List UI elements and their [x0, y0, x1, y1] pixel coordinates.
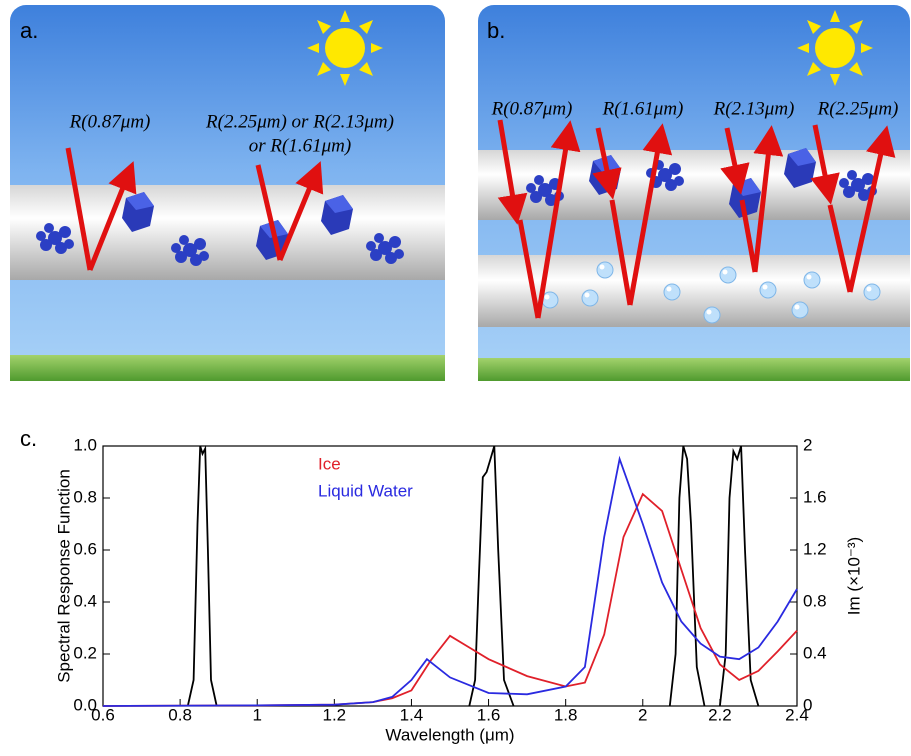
- y-axis-label: Spectral Response Function: [54, 469, 73, 683]
- x-tick-label: 0.8: [168, 705, 192, 724]
- x-tick-label: 2.2: [708, 705, 732, 724]
- legend-entry: Liquid Water: [318, 481, 413, 500]
- y-tick-label: 0.2: [73, 643, 97, 662]
- y2-tick-label: 2: [803, 435, 812, 454]
- series-line: [188, 446, 759, 706]
- y-tick-label: 0.6: [73, 539, 97, 558]
- annotation: R(2.13μm): [713, 98, 795, 119]
- y-tick-label: 0.0: [73, 695, 97, 714]
- y-tick-label: 1.0: [73, 435, 97, 454]
- x-tick-label: 1.6: [477, 705, 501, 724]
- panel-label: c.: [20, 426, 37, 451]
- annotation: R(2.25μm) or R(2.13μm): [205, 111, 394, 132]
- panel-b: b. R(0.87μm) R(1.61μm) R(2.13μm) R(2.25μ…: [478, 5, 910, 381]
- annotation: R(2.25μm): [817, 98, 899, 119]
- x-tick-label: 1: [252, 705, 261, 724]
- panel-label: b.: [487, 18, 505, 43]
- page: a. R(0.87μm) R(2.25μm) or R(2.13μm) or R…: [0, 0, 911, 756]
- y2-axis-label: Im (×10⁻³): [844, 537, 863, 615]
- x-tick-label: 1.2: [323, 705, 347, 724]
- x-axis-label: Wavelength (μm): [385, 725, 514, 744]
- annotation: R(0.87μm): [69, 111, 151, 132]
- y2-tick-label: 0: [803, 695, 812, 714]
- y-tick-label: 0.8: [73, 487, 97, 506]
- y2-tick-label: 0.8: [803, 591, 827, 610]
- legend-entry: Ice: [318, 454, 341, 473]
- x-tick-label: 1.4: [400, 705, 424, 724]
- panel-a: a. R(0.87μm) R(2.25μm) or R(2.13μm) or R…: [10, 5, 445, 381]
- annotation: R(0.87μm): [491, 98, 573, 119]
- y-tick-label: 0.4: [73, 591, 97, 610]
- y2-tick-label: 1.2: [803, 539, 827, 558]
- annotation: R(1.61μm): [602, 98, 684, 119]
- y2-tick-label: 1.6: [803, 487, 827, 506]
- y2-tick-label: 0.4: [803, 643, 827, 662]
- figure: a. R(0.87μm) R(2.25μm) or R(2.13μm) or R…: [0, 0, 911, 756]
- x-tick-label: 1.8: [554, 705, 578, 724]
- annotation: or R(1.61μm): [249, 135, 351, 156]
- x-tick-label: 2: [638, 705, 647, 724]
- panel-label: a.: [20, 18, 38, 43]
